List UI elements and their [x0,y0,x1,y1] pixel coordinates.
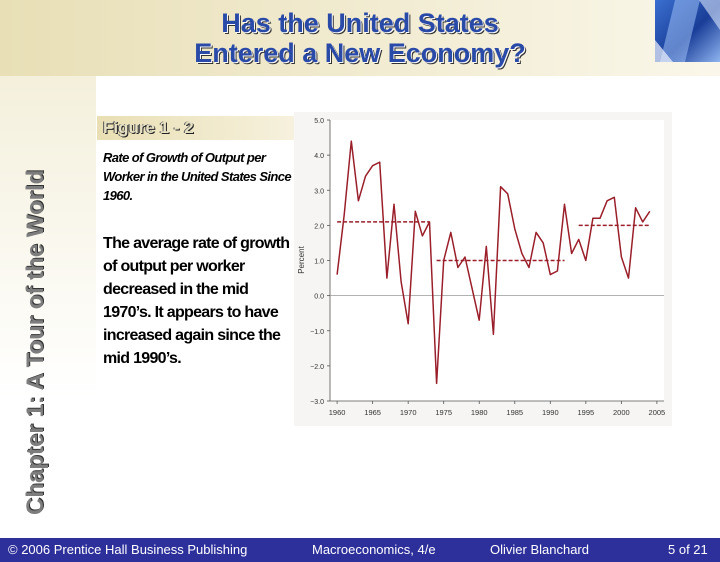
figure-label-background [97,116,295,140]
footer-book: Macroeconomics, 4/e [312,542,436,557]
figure-label: Figure 1 - 2 [103,118,194,137]
footer-author: Olivier Blanchard [490,542,589,557]
y-tick-label: −2.0 [310,364,324,371]
y-tick-label: 0.0 [314,294,324,301]
y-tick-label: 3.0 [314,188,324,195]
y-tick-label: −1.0 [310,329,324,336]
x-tick-label: 1960 [329,408,346,417]
slide-title: Has the United States Entered a New Econ… [120,8,600,68]
axes-group: −3.0 −2.0 −1.0 0.0 1.0 2.0 3.0 4.0 5.0 1960 1965 19… [310,118,665,417]
left-band [0,76,96,538]
figure-caption: Rate of Growth of Output per Worker in t… [103,150,292,203]
series-group [336,140,651,385]
x-tick-label: 1990 [542,408,559,417]
x-tick-label: 1965 [364,408,381,417]
y-tick-label: 2.0 [314,223,324,230]
chapter-side-title: Chapter 1: A Tour of the World [22,169,49,515]
body-text: The average rate of growth of output per… [103,235,290,367]
growth-chart: −3.0 −2.0 −1.0 0.0 1.0 2.0 3.0 4.0 5.0 1960 1965 19… [297,118,665,417]
y-tick-label: 1.0 [314,259,324,266]
x-tick-label: 1985 [506,408,523,417]
x-tick-label: 2000 [613,408,630,417]
footer-bar: © 2006 Prentice Hall Business Publishing… [0,538,720,562]
x-tick-label: 2005 [649,408,666,417]
title-line-1: Has the United States [221,8,499,38]
growth-series-line [336,140,651,385]
x-tick-label: 1980 [471,408,488,417]
corner-decoration [655,0,720,62]
y-axis-label: Percent [297,245,306,273]
footer-page-number: 5 of 21 [668,542,708,557]
corner-decoration-art [655,0,720,62]
x-tick-label: 1975 [435,408,452,417]
header-band [0,0,720,76]
y-tick-label: 4.0 [314,153,324,160]
y-tick-label: 5.0 [314,118,324,125]
x-tick-label: 1970 [400,408,417,417]
x-tick-label: 1995 [577,408,594,417]
y-tick-label: −3.0 [310,399,324,406]
figure-text-panel: Figure 1 - 2 Rate of Growth of Output pe… [97,112,295,388]
chart-panel: −3.0 −2.0 −1.0 0.0 1.0 2.0 3.0 4.0 5.0 1960 1965 19… [294,112,672,426]
title-line-2: Entered a New Economy? [194,38,526,68]
average-lines [337,221,650,262]
footer-copyright: © 2006 Prentice Hall Business Publishing [8,542,248,557]
